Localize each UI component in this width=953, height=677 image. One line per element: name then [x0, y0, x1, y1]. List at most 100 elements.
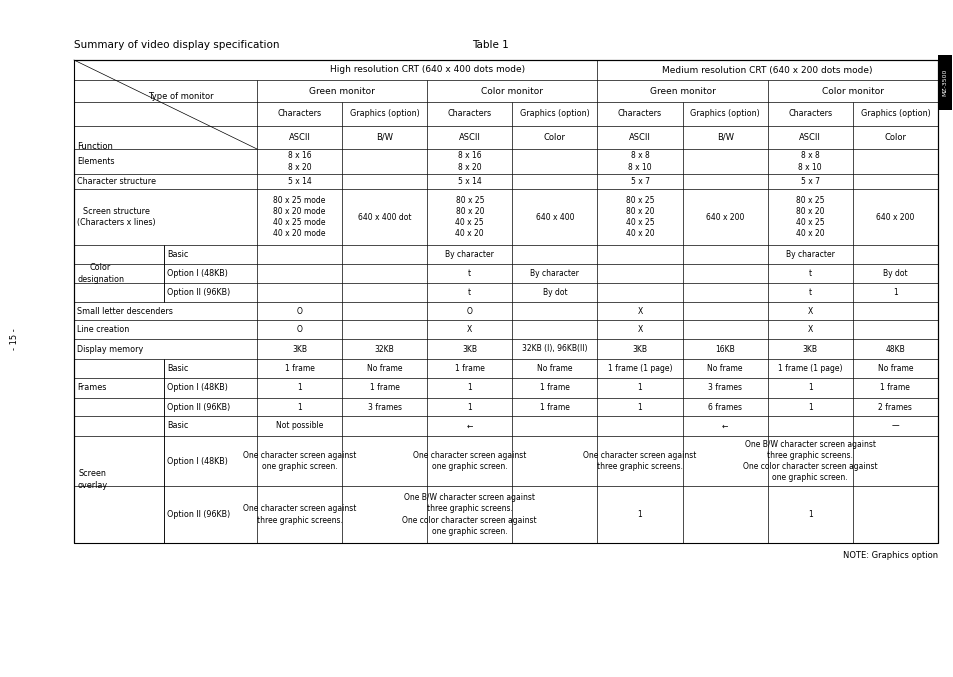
Text: t: t: [468, 288, 471, 297]
Text: Screen structure
(Characters x lines): Screen structure (Characters x lines): [77, 207, 155, 227]
Text: 1 frame: 1 frame: [370, 383, 399, 393]
Text: 8 x 8
8 x 10: 8 x 8 8 x 10: [798, 152, 821, 171]
Text: No frame: No frame: [707, 364, 742, 373]
Text: 8 x 8
8 x 10: 8 x 8 8 x 10: [628, 152, 651, 171]
Text: Characters: Characters: [618, 110, 661, 118]
Text: 1: 1: [807, 383, 812, 393]
Text: 640 x 400 dot: 640 x 400 dot: [357, 213, 411, 221]
Text: ←: ←: [721, 422, 727, 431]
Text: Graphics (option): Graphics (option): [350, 110, 419, 118]
Text: X: X: [807, 325, 812, 334]
Text: ASCII: ASCII: [289, 133, 310, 142]
Text: Basic: Basic: [167, 250, 188, 259]
Text: 1: 1: [467, 403, 472, 412]
Text: O: O: [466, 307, 473, 315]
Text: Line creation: Line creation: [77, 325, 129, 334]
Text: By character: By character: [785, 250, 834, 259]
Text: No frame: No frame: [367, 364, 402, 373]
Text: Graphics (option): Graphics (option): [860, 110, 929, 118]
Text: Type of monitor: Type of monitor: [148, 92, 213, 101]
Text: 80 x 25
80 x 20
40 x 25
40 x 20: 80 x 25 80 x 20 40 x 25 40 x 20: [455, 196, 483, 238]
Text: Option II (96KB): Option II (96KB): [167, 510, 230, 519]
Text: Characters: Characters: [277, 110, 321, 118]
Text: —: —: [891, 422, 899, 431]
Text: Medium resolution CRT (640 x 200 dots mode): Medium resolution CRT (640 x 200 dots mo…: [661, 66, 872, 74]
Text: 32KB: 32KB: [375, 345, 395, 353]
Text: One character screen against
one graphic screen.: One character screen against one graphic…: [243, 451, 355, 471]
Text: Screen
overlay: Screen overlay: [77, 469, 107, 489]
Text: O: O: [296, 307, 302, 315]
Text: t: t: [468, 269, 471, 278]
Text: Display memory: Display memory: [77, 345, 143, 353]
Text: 1: 1: [807, 510, 812, 519]
Text: 5 x 7: 5 x 7: [630, 177, 649, 186]
Text: 3KB: 3KB: [292, 345, 307, 353]
Text: 3KB: 3KB: [632, 345, 647, 353]
Text: Option I (48KB): Option I (48KB): [167, 383, 228, 393]
Text: Color monitor: Color monitor: [481, 87, 543, 95]
Bar: [74, 60, 937, 543]
Text: 1 frame: 1 frame: [539, 383, 569, 393]
Text: X: X: [637, 325, 642, 334]
Text: Elements: Elements: [77, 157, 114, 166]
Text: One character screen against
three graphic screens.: One character screen against three graph…: [583, 451, 696, 471]
Text: ASCII: ASCII: [458, 133, 480, 142]
Text: 32KB (I), 96KB(II): 32KB (I), 96KB(II): [521, 345, 587, 353]
Text: 3 frames: 3 frames: [367, 403, 401, 412]
Text: High resolution CRT (640 x 400 dots mode): High resolution CRT (640 x 400 dots mode…: [330, 66, 524, 74]
Text: - 15 -: - 15 -: [10, 328, 19, 350]
Text: ASCII: ASCII: [799, 133, 821, 142]
Text: 2 frames: 2 frames: [878, 403, 911, 412]
Text: ASCII: ASCII: [628, 133, 650, 142]
Text: B/W: B/W: [375, 133, 393, 142]
Text: Summary of video display specification: Summary of video display specification: [74, 40, 279, 50]
Text: X: X: [467, 325, 472, 334]
Text: 80 x 25 mode
80 x 20 mode
40 x 25 mode
40 x 20 mode: 80 x 25 mode 80 x 20 mode 40 x 25 mode 4…: [273, 196, 326, 238]
Text: 1 frame (1 page): 1 frame (1 page): [607, 364, 672, 373]
Text: 640 x 200: 640 x 200: [705, 213, 743, 221]
Text: By dot: By dot: [542, 288, 567, 297]
Text: By character: By character: [530, 269, 578, 278]
Text: One B/W character screen against
three graphic screens.
One color character scre: One B/W character screen against three g…: [402, 494, 537, 536]
Text: Characters: Characters: [447, 110, 492, 118]
Text: One character screen against
three graphic screens.: One character screen against three graph…: [243, 504, 355, 525]
Text: 1: 1: [297, 383, 301, 393]
Text: 1: 1: [892, 288, 897, 297]
Text: 1: 1: [297, 403, 301, 412]
Bar: [937, 55, 951, 110]
Text: Basic: Basic: [167, 364, 188, 373]
Text: Color: Color: [883, 133, 905, 142]
Text: Green monitor: Green monitor: [309, 87, 375, 95]
Text: 640 x 200: 640 x 200: [876, 213, 914, 221]
Text: 1: 1: [637, 403, 641, 412]
Text: 8 x 16
8 x 20: 8 x 16 8 x 20: [288, 152, 311, 171]
Text: Not possible: Not possible: [275, 422, 323, 431]
Text: 5 x 7: 5 x 7: [800, 177, 819, 186]
Text: 3 frames: 3 frames: [707, 383, 741, 393]
Text: 48KB: 48KB: [884, 345, 904, 353]
Text: 1: 1: [807, 403, 812, 412]
Text: 1: 1: [637, 510, 641, 519]
Text: 1 frame (1 page): 1 frame (1 page): [778, 364, 841, 373]
Text: 1 frame: 1 frame: [284, 364, 314, 373]
Text: By character: By character: [445, 250, 494, 259]
Text: X: X: [637, 307, 642, 315]
Text: Green monitor: Green monitor: [649, 87, 715, 95]
Text: 6 frames: 6 frames: [707, 403, 741, 412]
Text: Option I (48KB): Option I (48KB): [167, 269, 228, 278]
Text: One character screen against
one graphic screen.: One character screen against one graphic…: [413, 451, 526, 471]
Text: ←: ←: [466, 422, 473, 431]
Text: Table 1: Table 1: [471, 40, 508, 50]
Text: By dot: By dot: [882, 269, 907, 278]
Text: X: X: [807, 307, 812, 315]
Text: Basic: Basic: [167, 422, 188, 431]
Text: Character structure: Character structure: [77, 177, 156, 186]
Text: Color
designation: Color designation: [77, 263, 124, 284]
Text: 8 x 16
8 x 20: 8 x 16 8 x 20: [457, 152, 481, 171]
Text: No frame: No frame: [877, 364, 912, 373]
Text: t: t: [808, 288, 811, 297]
Text: Option II (96KB): Option II (96KB): [167, 403, 230, 412]
Text: 3KB: 3KB: [802, 345, 817, 353]
Text: NOTE: Graphics option: NOTE: Graphics option: [842, 551, 937, 560]
Text: Small letter descenders: Small letter descenders: [77, 307, 172, 315]
